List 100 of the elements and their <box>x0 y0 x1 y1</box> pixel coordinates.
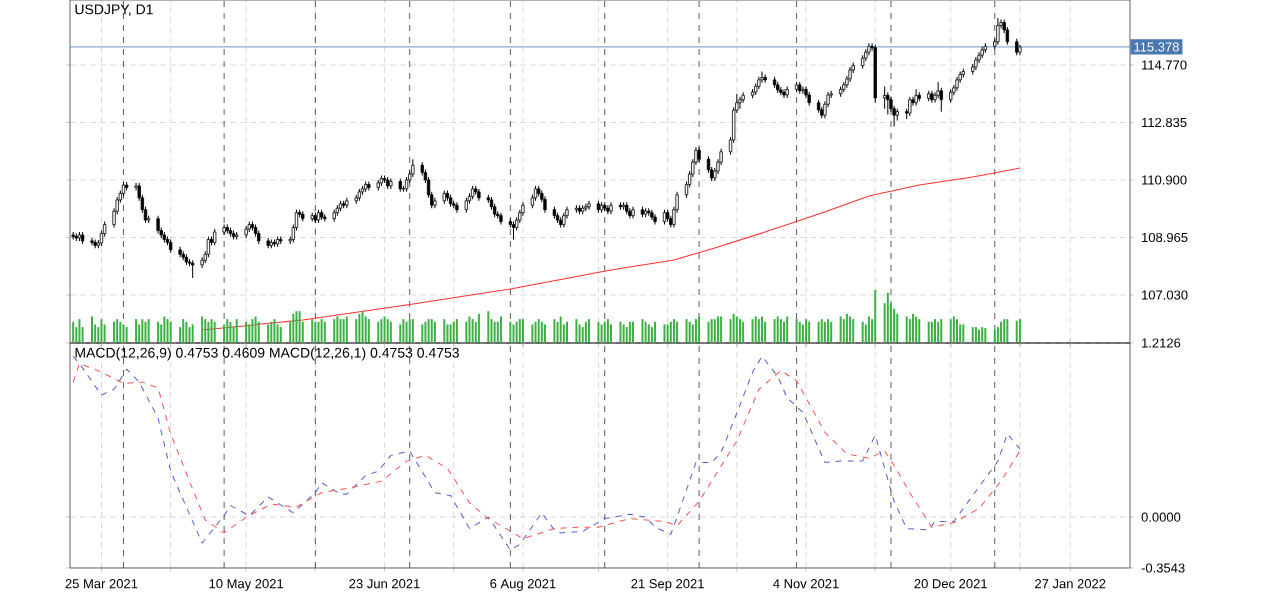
bar <box>606 319 609 343</box>
bar <box>430 319 433 343</box>
candlestick <box>936 81 940 99</box>
bar <box>361 311 364 343</box>
bar <box>273 319 276 343</box>
bar <box>405 321 408 343</box>
bar <box>956 319 959 343</box>
bar <box>540 321 543 343</box>
bar <box>971 327 974 343</box>
bar <box>1006 319 1009 343</box>
chart-title: MACD(12,26,9) 0.4753 0.4609 MACD(12,26,1) 0.4753 0.4753 <box>75 347 459 361</box>
y-tick-label: 114.770 <box>1142 60 1187 70</box>
bar <box>135 319 138 343</box>
bar <box>342 319 345 343</box>
y-tick-label: 107.030 <box>1142 290 1188 300</box>
bar <box>147 319 150 343</box>
bar <box>779 319 782 343</box>
bar <box>886 292 889 343</box>
bar <box>534 321 537 343</box>
bar <box>584 321 587 343</box>
y-tick-label: 1.2126 <box>1142 338 1181 348</box>
bar <box>543 324 546 343</box>
bar <box>773 319 776 343</box>
bar <box>937 321 940 343</box>
bar <box>509 321 512 343</box>
bar <box>402 319 405 343</box>
bar <box>688 321 691 343</box>
candlestick <box>738 96 742 110</box>
bar <box>720 316 723 343</box>
bar <box>861 321 864 343</box>
bar <box>984 328 987 343</box>
bar <box>433 321 436 343</box>
bar <box>735 316 738 343</box>
bar <box>389 321 392 343</box>
bar <box>427 319 430 343</box>
bar <box>81 327 84 343</box>
bar <box>565 321 568 343</box>
bar <box>279 327 282 343</box>
bar <box>383 316 386 343</box>
bar <box>493 321 496 343</box>
bar <box>531 324 534 343</box>
bar <box>336 316 339 343</box>
bar <box>647 324 650 343</box>
bar <box>974 327 977 343</box>
bar <box>125 327 128 343</box>
bar <box>380 319 383 343</box>
bar <box>738 319 741 343</box>
candlestick <box>90 237 94 246</box>
bar <box>949 319 952 343</box>
bar <box>672 319 675 343</box>
x-tick-label: 25 Mar 2021 <box>65 579 138 589</box>
bar <box>499 316 502 343</box>
y-tick-label: 112.835 <box>1142 117 1187 128</box>
candlestick <box>763 73 767 84</box>
bar <box>915 316 918 343</box>
bar <box>603 321 606 343</box>
ref-line-label: 115.378 <box>1134 42 1179 52</box>
bar <box>732 313 735 343</box>
bar <box>622 324 625 343</box>
bar <box>654 321 657 343</box>
bar <box>270 321 273 343</box>
y-tick-label: 108.965 <box>1142 232 1188 243</box>
bar <box>918 319 921 343</box>
bar <box>122 324 125 343</box>
x-tick-label: 10 May 2021 <box>209 579 284 591</box>
bar <box>292 313 295 343</box>
bar <box>761 316 763 343</box>
bar <box>515 321 518 343</box>
bar <box>1000 321 1003 343</box>
candlestick <box>606 204 610 215</box>
bar <box>578 324 581 343</box>
bar <box>742 321 745 343</box>
bar <box>103 324 106 343</box>
bar <box>754 316 757 343</box>
bar <box>411 319 414 343</box>
bar <box>927 321 930 343</box>
y-tick-label: -0.3543 <box>1141 563 1185 573</box>
x-tick-label: 20 Dec 2021 <box>914 579 987 589</box>
bar <box>930 321 933 343</box>
bar <box>333 319 336 343</box>
bar <box>78 319 81 343</box>
bar <box>226 319 229 343</box>
bar <box>157 321 160 343</box>
bar <box>443 319 446 343</box>
bar <box>471 319 474 343</box>
y-tick-label: 110.900 <box>1142 175 1187 185</box>
bar <box>632 321 635 343</box>
bar <box>933 319 936 343</box>
bar <box>339 319 342 343</box>
bar <box>421 324 424 343</box>
bar <box>477 313 480 343</box>
bar <box>940 319 943 343</box>
bar <box>698 316 701 343</box>
bar <box>185 321 188 343</box>
bar <box>713 319 716 343</box>
bar <box>295 311 298 343</box>
bar <box>852 319 855 343</box>
bar <box>795 319 798 343</box>
bar <box>100 319 103 343</box>
x-tick-label: 27 Jan 2022 <box>1035 579 1106 589</box>
